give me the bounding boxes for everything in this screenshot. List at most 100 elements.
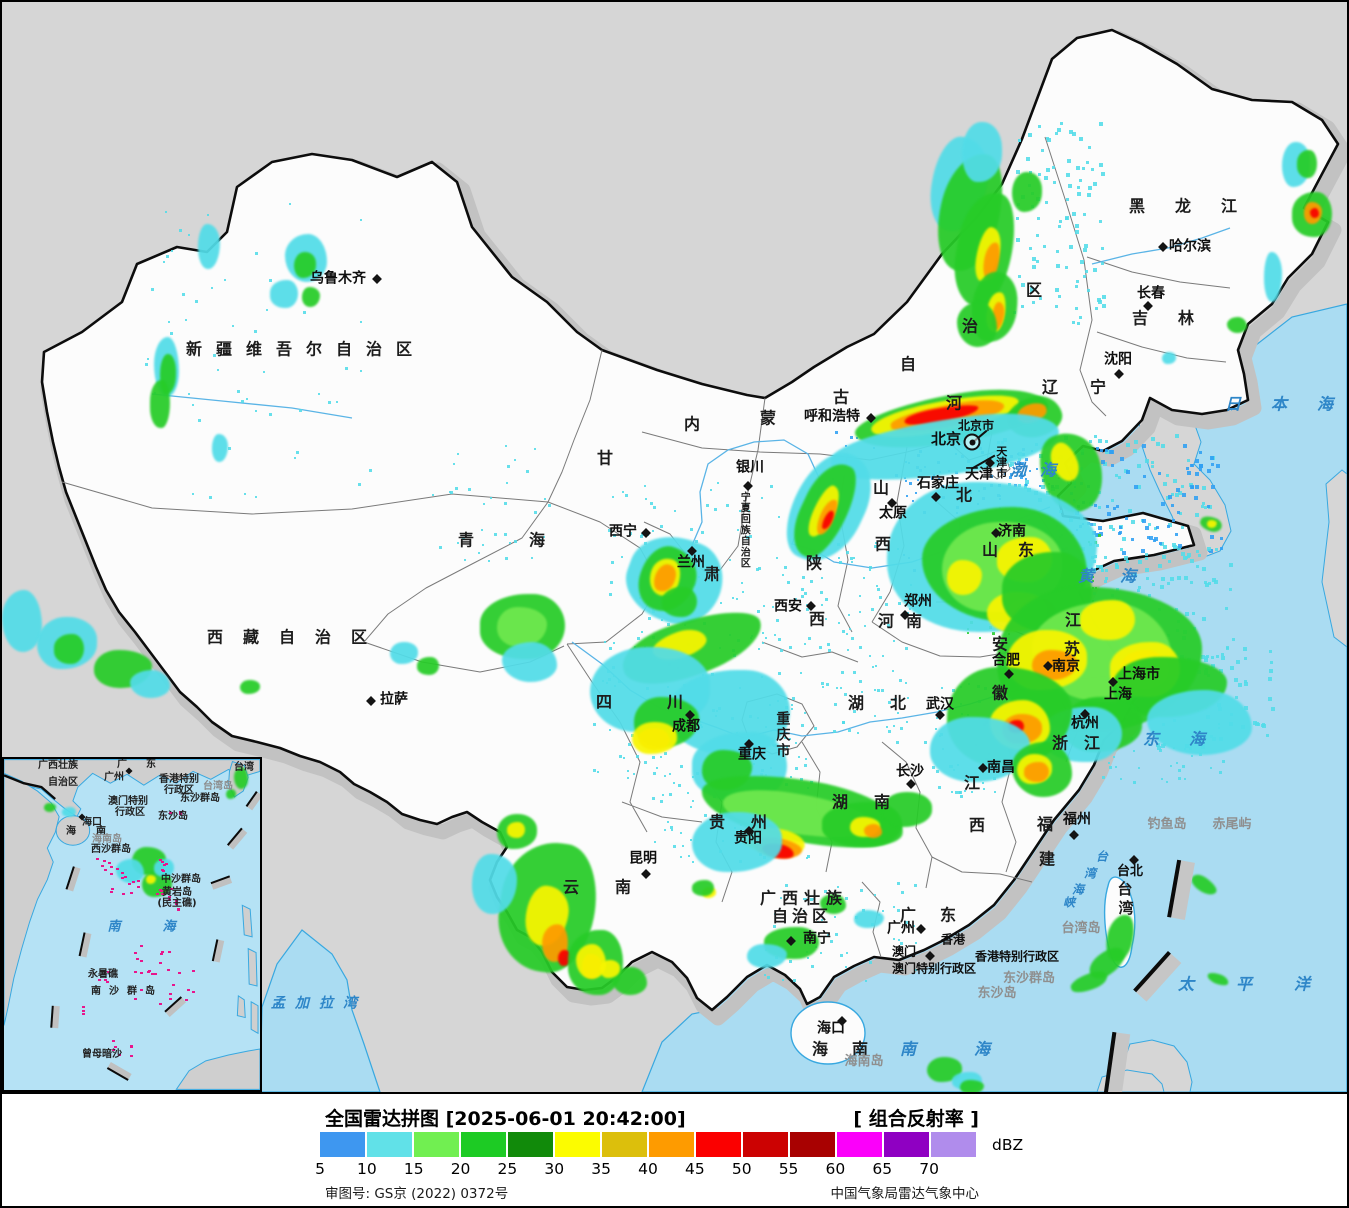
radar-speckle [1214,547,1218,551]
radar-speckle [1195,512,1200,517]
city-label: 郑州 [904,593,932,610]
radar-speckle [821,604,824,607]
radar-speckle [909,482,913,486]
radar-speckle [544,498,547,501]
radar-speckle [1165,780,1168,783]
radar-speckle [874,689,877,692]
radar-speckle [1024,479,1029,484]
radar-speckle [812,897,815,900]
radar-speckle [1076,166,1081,171]
radar-speckle [169,331,173,335]
radar-speckle [439,546,443,550]
radar-speckle [1112,506,1116,510]
province-label: 黑龙江 [1128,196,1268,216]
radar-speckle [851,637,855,641]
radar-speckle [1079,136,1084,141]
radar-speckle [1133,484,1138,489]
radar-speckle [182,292,186,296]
inset-label: 香港特别 [159,774,199,785]
radar-speckle [1173,479,1178,484]
province-label: 湾 [1118,899,1134,918]
radar-echo [558,950,571,966]
radar-speckle [849,557,853,561]
radar-speckle [669,793,673,797]
radar-speckle [784,566,788,570]
radar-speckle [794,766,798,770]
island-label: 东沙岛 [977,986,1017,1002]
radar-speckle [806,608,810,612]
radar-speckle [268,413,272,417]
radar-speckle [852,556,855,559]
colorbar-swatch [367,1132,412,1157]
legend-title: 全国雷达拼图 [2025-06-01 20:42:00] [325,1108,686,1130]
radar-speckle [690,527,694,531]
radar-speckle [1170,493,1174,497]
radar-speckle [931,478,934,481]
radar-speckle [1119,525,1123,529]
radar-speckle [468,487,472,491]
radar-speckle [1065,215,1070,220]
radar-speckle [1039,297,1043,301]
radar-speckle [652,771,656,775]
radar-speckle [184,319,187,322]
radar-speckle [1103,462,1108,467]
radar-echo [507,822,525,838]
reef-mark [184,999,188,1002]
radar-speckle [503,502,507,506]
radar-speckle [1230,666,1235,671]
radar-speckle [1112,528,1116,532]
radar-speckle [1114,562,1118,566]
radar-speckle [859,646,863,650]
colorbar-tick: 30 [544,1160,565,1178]
colorbar-swatch [743,1132,788,1157]
radar-speckle [530,556,533,559]
radar-speckle [1080,259,1085,264]
radar-speckle [1017,274,1021,278]
radar-speckle [1177,768,1181,772]
radar-speckle [1065,265,1069,269]
radar-speckle [1201,505,1205,509]
radar-speckle [1228,588,1232,592]
radar-speckle [869,655,872,658]
province-label: 陕 [805,553,823,573]
radar-speckle [941,687,944,690]
radar-speckle [1104,449,1109,454]
radar-speckle [761,632,764,635]
radar-speckle [1181,493,1186,498]
radar-speckle [1054,304,1058,308]
reef-mark [118,1054,122,1057]
radar-speckle [1044,200,1048,204]
radar-speckle [673,509,676,512]
radar-speckle [836,687,839,690]
reef-mark [113,1045,117,1048]
radar-speckle [613,534,617,537]
city-label: 武汉 [926,696,954,713]
colorbar-swatch [790,1132,835,1157]
radar-speckle [1145,525,1150,530]
radar-speckle [764,973,767,976]
radar-speckle [1030,290,1034,294]
reef-mark [130,1046,134,1049]
radar-speckle [850,561,853,564]
city-label: 宁夏回族自治区 [738,491,750,569]
radar-speckle [1091,579,1094,582]
radar-speckle [1105,576,1109,580]
radar-speckle [876,584,879,587]
radar-speckle [1098,162,1103,167]
inset-radar-echo [146,875,156,884]
province-label: 西 [874,534,892,554]
city-label: 石家庄 [917,475,959,492]
province-label: 辽宁 [1041,377,1139,397]
province-label: 广西壮族 [759,888,849,908]
radar-speckle [1126,469,1131,474]
radar-speckle [643,761,647,765]
province-label: 西 [968,815,986,835]
radar-speckle [652,506,656,510]
radar-speckle [671,829,674,832]
radar-speckle [833,915,836,918]
radar-speckle [856,731,859,734]
radar-speckle [1137,766,1140,769]
reef-mark [158,859,162,862]
radar-speckle [716,482,719,485]
radar-echo [502,642,557,682]
